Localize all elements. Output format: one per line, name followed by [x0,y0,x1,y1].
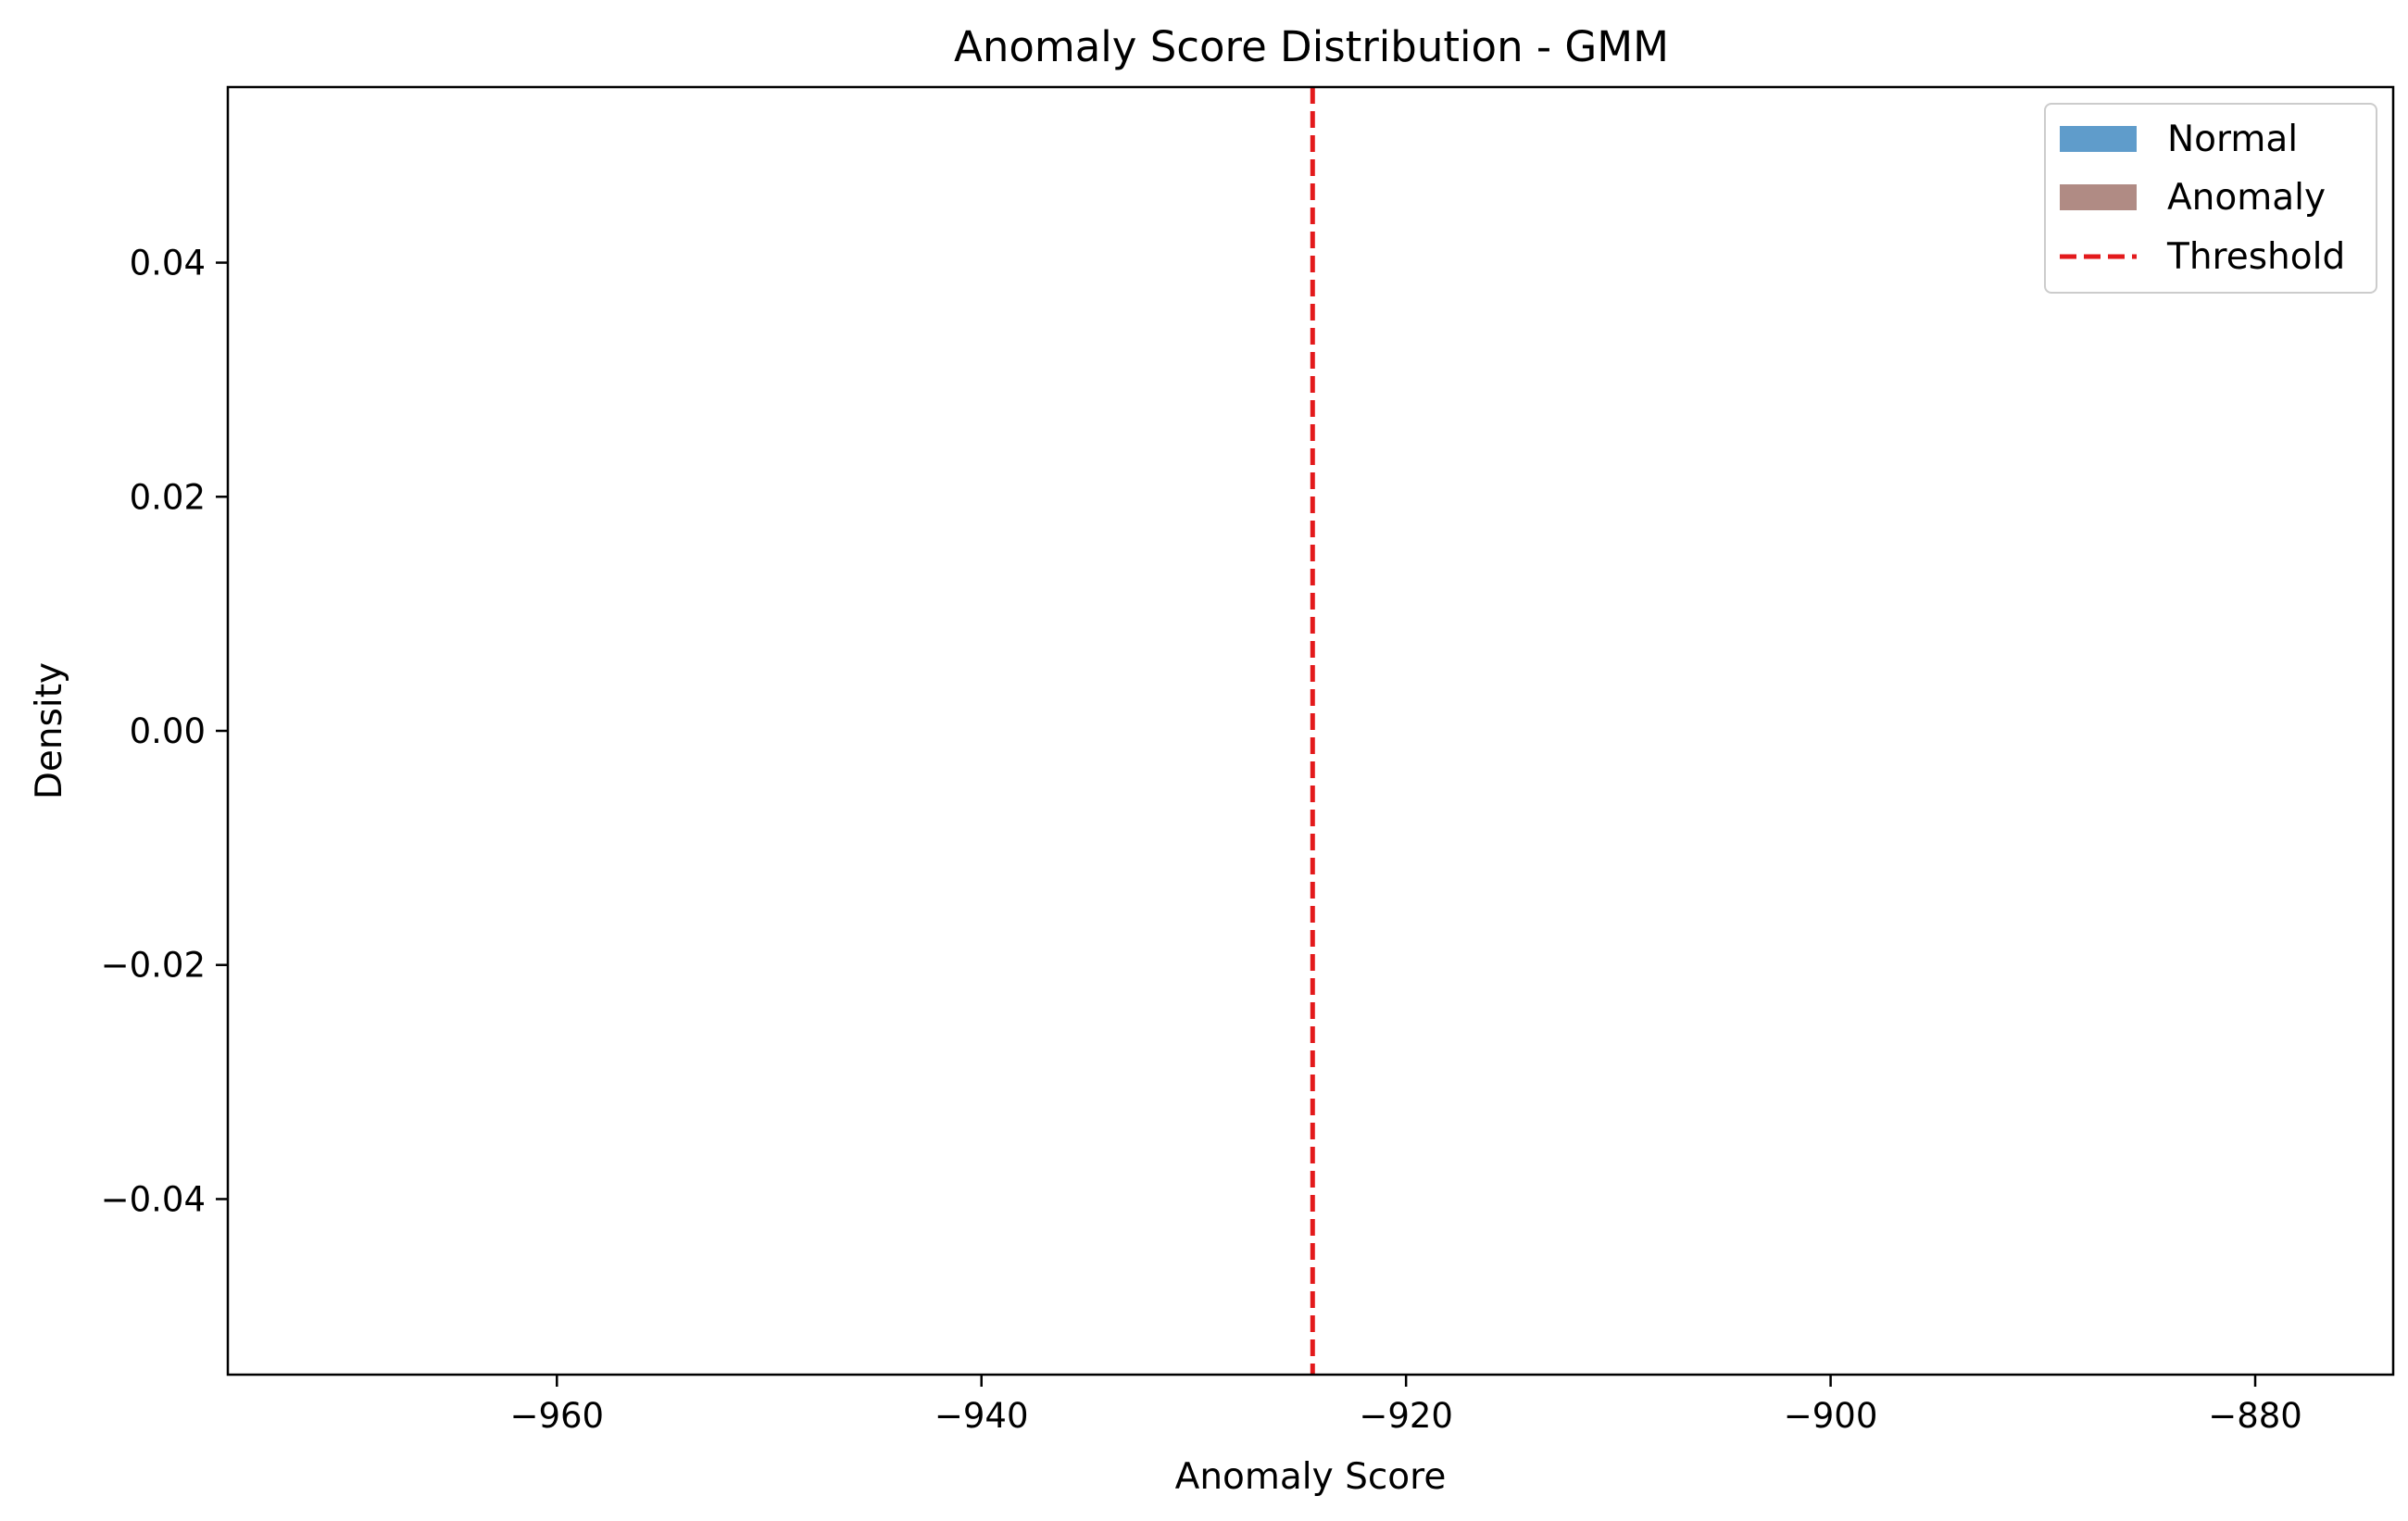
x-tick-label: −920 [1359,1396,1453,1436]
legend-label-threshold: Threshold [2166,236,2345,278]
chart-title: Anomaly Score Distribution - GMM [954,22,1669,71]
y-tick-label: 0.00 [130,711,206,751]
y-tick-label: −0.04 [101,1179,206,1219]
x-axis-label: Anomaly Score [1175,1456,1447,1498]
y-axis-ticks: −0.04 −0.02 0.00 0.02 0.04 [101,244,228,1219]
x-axis-ticks: −960 −940 −920 −900 −880 [509,1375,2302,1436]
legend-swatch-anomaly [2060,184,2137,210]
x-tick-label: −880 [2208,1396,2302,1436]
legend-label-anomaly: Anomaly [2167,177,2326,219]
y-axis-label: Density [29,662,70,799]
x-tick-label: −900 [1784,1396,1878,1436]
x-tick-label: −960 [509,1396,604,1436]
y-tick-label: −0.02 [101,946,206,986]
x-tick-label: −940 [934,1396,1029,1436]
legend-swatch-normal [2060,126,2137,152]
legend-label-normal: Normal [2167,119,2298,160]
y-tick-label: 0.02 [130,477,206,517]
legend: Normal Anomaly Threshold [2044,103,2377,294]
y-tick-label: 0.04 [130,244,206,283]
